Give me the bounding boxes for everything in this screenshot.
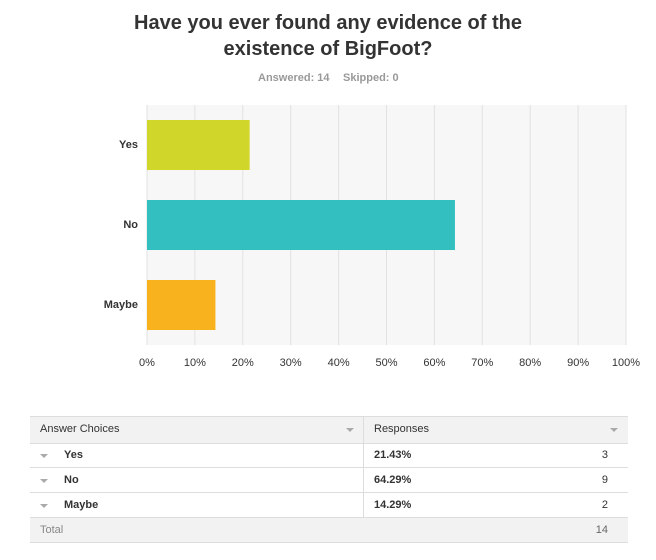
table-row [30,443,628,468]
percent: 14.29% [374,499,412,511]
x-tick-label: 30% [280,357,302,369]
x-tick-label: 60% [423,357,445,369]
sort-arrow[interactable] [346,428,354,432]
table-row [30,468,628,493]
chart: 0% 10% 20% 30% 40% 50% 60% 70% 80% 90% 100% Yes No Ma… [104,105,640,369]
percent: 21.43% [374,449,412,461]
count: 3 [601,449,608,461]
x-tick-label: 80% [519,357,541,369]
answer: Yes [64,449,83,461]
x-tick-label: 10% [184,357,206,369]
x-tick-label: 40% [328,357,350,369]
y-tick-label: Maybe [104,299,138,311]
answered: Answered: 14 [258,72,330,84]
total-label: Total [40,524,64,536]
answer: Maybe [64,499,99,511]
count: 9 [601,474,608,486]
y-tick-label: No [123,219,138,231]
total: 14 [595,524,608,536]
x-tick-label: 50% [375,357,397,369]
table-total-row [30,518,628,543]
expand-arrow[interactable] [40,504,48,508]
x-tick-label: 100% [612,357,640,369]
column-divider [363,416,364,518]
bar [147,280,216,330]
chart-title: Have you ever found any evidence of the … [134,12,522,60]
expand-arrow[interactable] [40,454,48,458]
sort-arrow[interactable] [610,428,618,432]
column-header[interactable]: Responses [374,423,430,435]
y-tick-label: Yes [119,139,138,151]
bar [147,200,455,250]
table-row [30,493,628,518]
x-tick-label: 0% [139,357,155,369]
bar [147,120,250,170]
answer: No [64,474,79,486]
table-header [30,416,628,444]
count: 2 [601,499,608,511]
x-tick-label: 20% [232,357,254,369]
percent: 64.29% [374,474,412,486]
skipped: Skipped: 0 [343,72,399,84]
column-header[interactable]: Answer Choices [40,423,120,435]
x-tick-label: 70% [471,357,493,369]
expand-arrow[interactable] [40,479,48,483]
x-tick-label: 90% [567,357,589,369]
